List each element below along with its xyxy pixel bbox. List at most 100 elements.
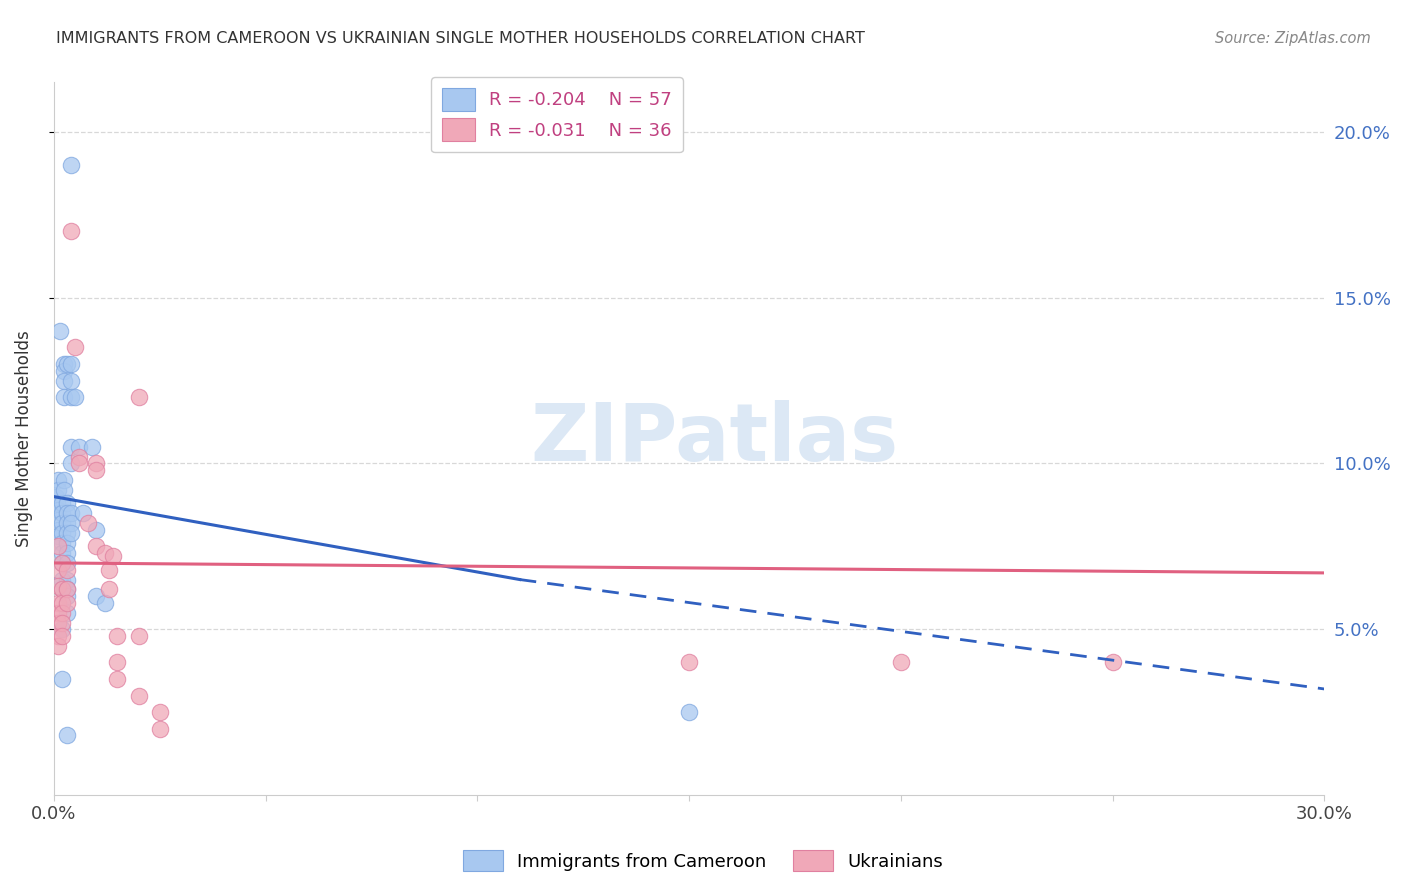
Point xyxy=(55,589,77,603)
Point xyxy=(45,490,67,504)
Point xyxy=(46,563,69,577)
Point xyxy=(93,596,115,610)
Point xyxy=(51,526,73,541)
Point xyxy=(84,463,107,477)
Point xyxy=(46,503,69,517)
Point xyxy=(105,656,128,670)
Point xyxy=(55,582,77,597)
Point xyxy=(59,457,82,471)
Y-axis label: Single Mother Households: Single Mother Households xyxy=(15,330,32,547)
Point xyxy=(53,374,76,388)
Point xyxy=(59,390,82,404)
Point xyxy=(51,582,73,597)
Point xyxy=(59,440,82,454)
Point xyxy=(59,506,82,520)
Point xyxy=(1101,656,1123,670)
Point xyxy=(46,629,69,643)
Point xyxy=(67,457,90,471)
Point xyxy=(51,506,73,520)
Point xyxy=(51,556,73,570)
Point xyxy=(46,606,69,620)
Point xyxy=(55,496,77,510)
Point xyxy=(46,496,69,510)
Point xyxy=(55,546,77,560)
Point xyxy=(55,506,77,520)
Point xyxy=(101,549,124,564)
Point xyxy=(46,483,69,497)
Point xyxy=(55,357,77,371)
Point xyxy=(55,526,77,541)
Point xyxy=(59,374,82,388)
Point xyxy=(46,540,69,554)
Point xyxy=(84,523,107,537)
Point xyxy=(128,689,150,703)
Point xyxy=(51,672,73,686)
Point xyxy=(59,357,82,371)
Point xyxy=(51,596,73,610)
Point xyxy=(46,579,69,593)
Point xyxy=(149,722,172,736)
Point xyxy=(53,364,76,378)
Point xyxy=(55,606,77,620)
Point xyxy=(97,563,120,577)
Point xyxy=(51,546,73,560)
Point xyxy=(53,357,76,371)
Point xyxy=(76,516,98,531)
Point xyxy=(51,556,73,570)
Point xyxy=(63,340,86,354)
Point xyxy=(49,324,72,338)
Point xyxy=(51,496,73,510)
Point xyxy=(59,516,82,531)
Point xyxy=(55,556,77,570)
Point xyxy=(128,390,150,404)
Point xyxy=(46,596,69,610)
Legend: R = -0.204    N = 57, R = -0.031    N = 36: R = -0.204 N = 57, R = -0.031 N = 36 xyxy=(432,77,683,153)
Point xyxy=(55,516,77,531)
Point xyxy=(53,390,76,404)
Text: ZIPatlas: ZIPatlas xyxy=(530,400,898,477)
Point xyxy=(59,224,82,238)
Text: Source: ZipAtlas.com: Source: ZipAtlas.com xyxy=(1215,31,1371,46)
Point xyxy=(51,536,73,550)
Point xyxy=(46,473,69,487)
Point xyxy=(63,390,86,404)
Point xyxy=(55,728,77,742)
Point xyxy=(46,513,69,527)
Point xyxy=(46,529,69,543)
Point xyxy=(105,672,128,686)
Point xyxy=(51,582,73,597)
Point xyxy=(67,440,90,454)
Point xyxy=(84,589,107,603)
Point xyxy=(46,615,69,630)
Legend: Immigrants from Cameroon, Ukrainians: Immigrants from Cameroon, Ukrainians xyxy=(456,843,950,879)
Point xyxy=(51,606,73,620)
Point xyxy=(149,705,172,719)
Point xyxy=(105,629,128,643)
Point xyxy=(55,573,77,587)
Point xyxy=(97,582,120,597)
Point xyxy=(890,656,912,670)
Point xyxy=(93,546,115,560)
Point xyxy=(53,473,76,487)
Point xyxy=(59,158,82,172)
Point xyxy=(51,622,73,636)
Point xyxy=(84,540,107,554)
Point xyxy=(72,506,94,520)
Text: IMMIGRANTS FROM CAMEROON VS UKRAINIAN SINGLE MOTHER HOUSEHOLDS CORRELATION CHART: IMMIGRANTS FROM CAMEROON VS UKRAINIAN SI… xyxy=(56,31,865,46)
Point xyxy=(51,615,73,630)
Point xyxy=(51,573,73,587)
Point xyxy=(51,516,73,531)
Point xyxy=(53,483,76,497)
Point xyxy=(46,639,69,653)
Point xyxy=(128,629,150,643)
Point xyxy=(55,596,77,610)
Point xyxy=(46,523,69,537)
Point xyxy=(67,450,90,464)
Point xyxy=(55,563,77,577)
Point xyxy=(678,705,700,719)
Point xyxy=(80,440,103,454)
Point xyxy=(678,656,700,670)
Point xyxy=(55,536,77,550)
Point xyxy=(55,582,77,597)
Point xyxy=(59,526,82,541)
